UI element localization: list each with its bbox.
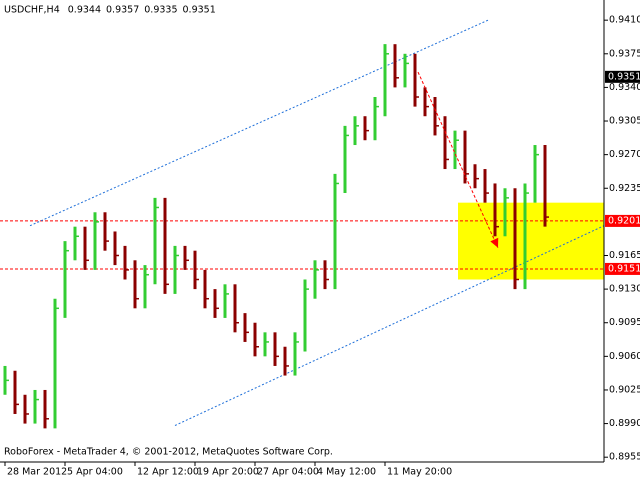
- x-tick-label: 19 Apr 20:00: [197, 467, 259, 478]
- y-tick-label: 0.9235: [609, 183, 640, 194]
- y-tick-label: 0.9165: [609, 250, 640, 261]
- forecast-arrowhead: [490, 237, 499, 248]
- y-tick-label: 0.8955: [609, 452, 640, 463]
- x-tick-label: 12 Apr 12:00: [137, 467, 199, 478]
- x-tick-label: 5 Apr 04:00: [67, 467, 123, 478]
- header-value: 0.9357: [106, 5, 139, 16]
- x-tick-label: 4 May 12:00: [317, 467, 376, 478]
- x-tick-label: 28 Mar 2012: [7, 467, 67, 478]
- header-value: 0.9351: [183, 5, 216, 16]
- footer: RoboForex - MetaTrader 4, © 2001-2012, M…: [4, 447, 333, 458]
- forecast-line: [417, 71, 499, 249]
- x-tick-label: 27 Apr 04:00: [257, 467, 319, 478]
- level-label: 0.9151: [608, 263, 640, 274]
- level-label-bg: [605, 214, 640, 227]
- y-tick-label: 0.9410: [609, 15, 640, 26]
- y-tick-label: 0.9305: [609, 116, 640, 127]
- y-tick-label: 0.9270: [609, 149, 640, 160]
- level-label: 0.9201: [608, 215, 640, 226]
- y-tick-label: 0.9130: [609, 284, 640, 295]
- header-value: 0.9344: [68, 5, 101, 16]
- y-tick-label: 0.9025: [609, 384, 640, 395]
- header-value: 0.9335: [144, 5, 177, 16]
- y-tick-label: 0.8990: [609, 418, 640, 429]
- y-tick-label: 0.9095: [609, 317, 640, 328]
- price-label: 0.9351: [608, 71, 640, 82]
- x-tick-label: 11 May 20:00: [387, 467, 452, 478]
- symbol: USDCHF,H4: [4, 5, 60, 16]
- target-zone: [458, 202, 604, 280]
- y-tick-label: 0.9340: [609, 82, 640, 93]
- level-label-bg: [605, 262, 640, 275]
- channel-line: [174, 225, 605, 426]
- y-tick-label: 0.9375: [609, 48, 640, 59]
- y-tick-label: 0.9060: [609, 351, 640, 362]
- price-label-bg: [605, 70, 640, 83]
